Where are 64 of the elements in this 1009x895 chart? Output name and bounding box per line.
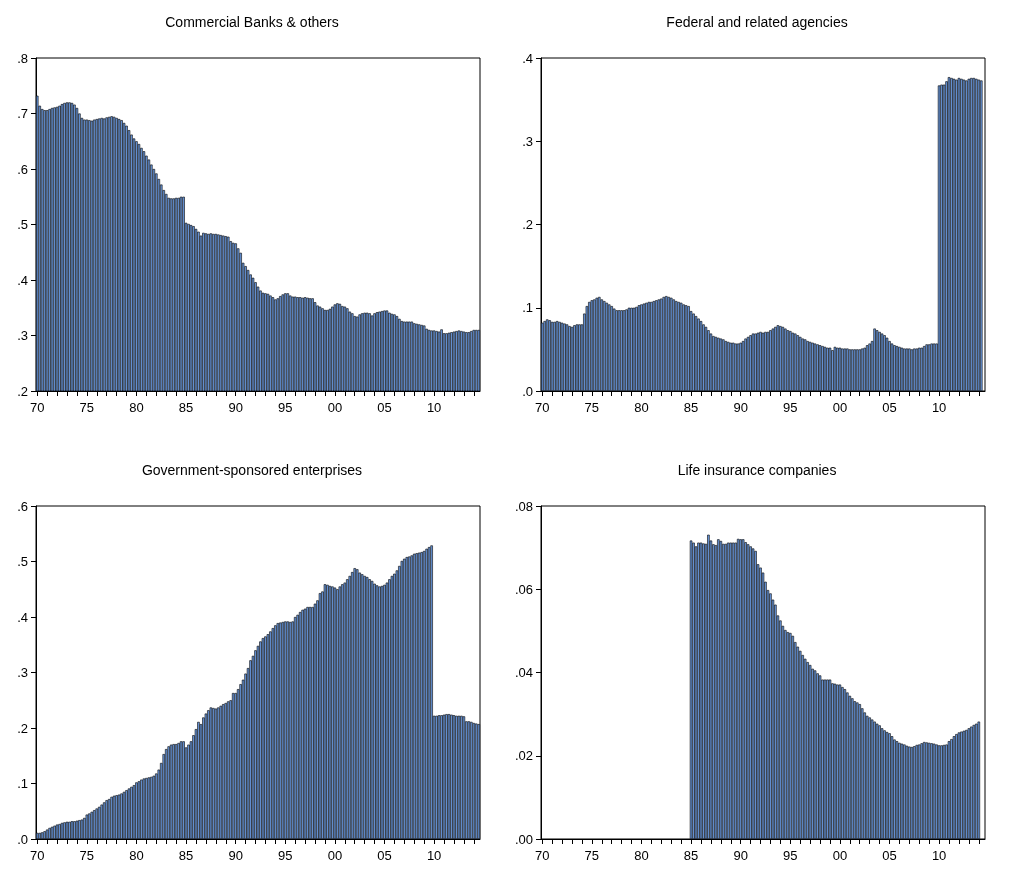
y-tick-label: .00 (514, 831, 533, 847)
x-tick-label: 05 (377, 400, 392, 415)
y-tick-label: .2 (522, 217, 533, 232)
x-tick-label: 75 (79, 400, 95, 415)
x-tick-label: 75 (584, 400, 600, 415)
chart-title: Commercial Banks & others (165, 14, 339, 30)
x-tick-label: 85 (683, 848, 699, 863)
y-tick-label: .1 (522, 300, 533, 316)
x-tick-label: 95 (783, 848, 798, 863)
y-tick-label: .7 (17, 106, 28, 121)
y-tick-label: .2 (17, 720, 28, 736)
x-tick-label: 00 (327, 848, 343, 863)
y-tick-label: .6 (17, 498, 28, 514)
x-tick-label: 70 (535, 400, 550, 415)
x-tick-label: 90 (733, 848, 748, 863)
x-tick-label: 80 (634, 400, 649, 415)
chart-title: Federal and related agencies (666, 14, 848, 30)
x-tick-label: 85 (178, 400, 194, 415)
x-tick-label: 85 (683, 400, 699, 415)
y-tick-label: .06 (514, 581, 533, 597)
x-tick-label: 05 (882, 848, 897, 863)
y-tick-label: .8 (17, 50, 28, 66)
x-tick-label: 95 (783, 400, 798, 415)
x-tick-label: 75 (79, 848, 95, 863)
y-tick-label: .04 (514, 665, 533, 680)
x-tick-label: 00 (327, 400, 343, 415)
x-tick-label: 10 (426, 400, 442, 415)
chart-title: Government-sponsored enterprises (141, 462, 363, 478)
x-tick-label: 70 (535, 848, 550, 863)
y-tick-label: .08 (514, 498, 533, 514)
x-tick-label: 70 (30, 400, 45, 415)
y-tick-label: .4 (17, 609, 28, 625)
y-tick-label: .3 (522, 133, 533, 149)
y-tick-label: .0 (17, 831, 28, 847)
chart-title: Life insurance companies (677, 462, 837, 478)
x-tick-label: 10 (426, 848, 442, 863)
x-tick-label: 05 (377, 848, 392, 863)
y-tick-label: .0 (522, 383, 533, 399)
y-tick-label: .4 (17, 272, 28, 288)
x-tick-label: 10 (931, 400, 947, 415)
x-tick-label: 95 (278, 848, 293, 863)
y-tick-label: .1 (17, 776, 28, 791)
x-tick-label: 80 (129, 400, 144, 415)
x-tick-label: 00 (832, 400, 848, 415)
x-tick-label: 05 (882, 400, 897, 415)
x-tick-label: 95 (278, 400, 293, 415)
x-tick-label: 80 (129, 848, 144, 863)
y-tick-label: .4 (522, 50, 533, 66)
y-tick-label: .6 (17, 161, 28, 177)
y-tick-label: .5 (17, 554, 28, 569)
y-tick-label: .5 (17, 217, 28, 232)
x-tick-label: 90 (228, 848, 243, 863)
x-tick-label: 90 (733, 400, 748, 415)
x-tick-label: 85 (178, 848, 194, 863)
x-tick-label: 00 (832, 848, 848, 863)
y-tick-label: .3 (17, 665, 28, 680)
y-tick-label: .02 (514, 748, 533, 764)
x-tick-label: 70 (30, 848, 45, 863)
x-tick-label: 10 (931, 848, 947, 863)
x-tick-label: 90 (228, 400, 243, 415)
x-tick-label: 75 (584, 848, 600, 863)
y-tick-label: .3 (17, 328, 28, 343)
y-tick-label: .2 (17, 383, 28, 399)
x-tick-label: 80 (634, 848, 649, 863)
